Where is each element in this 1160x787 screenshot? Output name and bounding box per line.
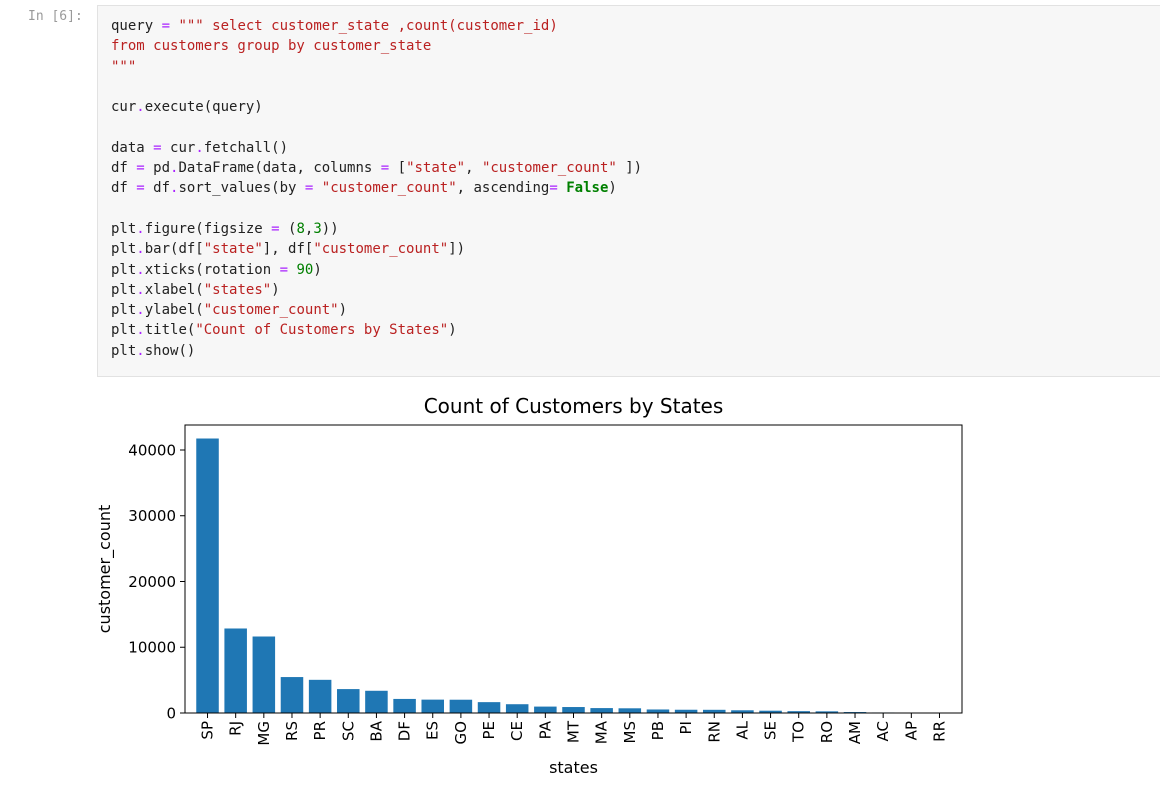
x-tick-label: SC bbox=[339, 721, 357, 741]
y-tick-label: 40000 bbox=[128, 441, 176, 459]
code-line: plt.xticks(rotation = 90) bbox=[111, 260, 642, 280]
x-tick-label: RN bbox=[705, 721, 723, 743]
x-tick-label: AM bbox=[846, 721, 864, 744]
bar-ma bbox=[590, 708, 613, 713]
code-lines: query = """ select customer_state ,count… bbox=[111, 16, 642, 361]
x-tick-label: DF bbox=[396, 721, 414, 741]
code-line: query = """ select customer_state ,count… bbox=[111, 16, 642, 36]
bar-pe bbox=[478, 702, 501, 713]
y-axis-label: customer_count bbox=[95, 505, 115, 633]
chart-title: Count of Customers by States bbox=[424, 394, 724, 418]
y-tick-label: 10000 bbox=[128, 639, 176, 657]
cell-output: 0 10000 20000 30000 40000 SP RJ MG RS PR SC BA DF ES… bbox=[0, 378, 1160, 783]
bar-chart: 0 10000 20000 30000 40000 SP RJ MG RS PR SC BA DF ES… bbox=[0, 378, 1160, 783]
x-tick-label: MG bbox=[255, 721, 273, 746]
x-tick-label: RJ bbox=[227, 721, 245, 736]
x-tick-label: AL bbox=[733, 720, 751, 739]
code-line bbox=[111, 117, 642, 137]
x-tick-label: AC bbox=[874, 721, 892, 741]
x-tick-label: PE bbox=[480, 721, 498, 740]
code-line bbox=[111, 77, 642, 97]
x-tick-label: AP bbox=[902, 721, 920, 740]
x-tick-label: MT bbox=[565, 720, 583, 743]
code-line: cur.execute(query) bbox=[111, 97, 642, 117]
x-tick-label: PI bbox=[677, 721, 695, 734]
code-line: data = cur.fetchall() bbox=[111, 138, 642, 158]
x-tick-label: RR bbox=[930, 721, 948, 742]
bar-rj bbox=[224, 628, 247, 713]
x-tick-label: TO bbox=[790, 721, 808, 743]
x-tick-label: RS bbox=[283, 721, 301, 741]
x-tick-label: PA bbox=[536, 720, 554, 739]
x-tick-label: ES bbox=[424, 721, 442, 740]
bar-ba bbox=[365, 691, 388, 713]
y-tick-label: 20000 bbox=[128, 573, 176, 591]
bar-pa bbox=[534, 707, 557, 713]
code-line: plt.bar(df["state"], df["customer_count"… bbox=[111, 239, 642, 259]
bar-mg bbox=[253, 637, 276, 714]
bar-pb bbox=[647, 709, 670, 713]
x-tick-label: RO bbox=[818, 721, 836, 743]
x-tick-label: GO bbox=[452, 721, 470, 744]
code-line: plt.show() bbox=[111, 341, 642, 361]
bar-df bbox=[393, 699, 416, 713]
x-tick-label: PR bbox=[311, 721, 329, 740]
code-line: plt.ylabel("customer_count") bbox=[111, 300, 642, 320]
y-tick-label: 0 bbox=[166, 705, 176, 723]
code-line bbox=[111, 199, 642, 219]
x-tick-label: PB bbox=[649, 721, 667, 740]
bar-ce bbox=[506, 704, 529, 713]
bar-rs bbox=[281, 677, 304, 713]
x-tick-label: MA bbox=[593, 720, 611, 744]
x-tick-label: BA bbox=[367, 720, 385, 741]
bar-pr bbox=[309, 680, 332, 713]
x-tick-label: MS bbox=[621, 721, 639, 743]
bar-sc bbox=[337, 689, 360, 713]
code-line: from customers group by customer_state bbox=[111, 36, 642, 56]
y-tick-label: 30000 bbox=[128, 507, 176, 525]
code-line: plt.xlabel("states") bbox=[111, 280, 642, 300]
code-line: df = pd.DataFrame(data, columns = ["stat… bbox=[111, 158, 642, 178]
code-line: plt.title("Count of Customers by States"… bbox=[111, 320, 642, 340]
code-editor[interactable]: query = """ select customer_state ,count… bbox=[97, 5, 1160, 377]
bar-sp bbox=[196, 439, 219, 713]
code-line: df = df.sort_values(by = "customer_count… bbox=[111, 178, 642, 198]
bar-mt bbox=[562, 707, 585, 713]
code-line: plt.figure(figsize = (8,3)) bbox=[111, 219, 642, 239]
bar-ms bbox=[619, 708, 642, 713]
x-tick-label: SP bbox=[199, 721, 217, 740]
bar-go bbox=[450, 700, 473, 713]
x-tick-label: CE bbox=[508, 721, 526, 741]
bar-es bbox=[421, 700, 444, 713]
code-line: """ bbox=[111, 57, 642, 77]
plot-frame bbox=[185, 425, 962, 713]
x-axis-label: states bbox=[549, 758, 598, 777]
cell-prompt: In [6]: bbox=[28, 9, 83, 24]
x-tick-label: SE bbox=[762, 721, 780, 740]
